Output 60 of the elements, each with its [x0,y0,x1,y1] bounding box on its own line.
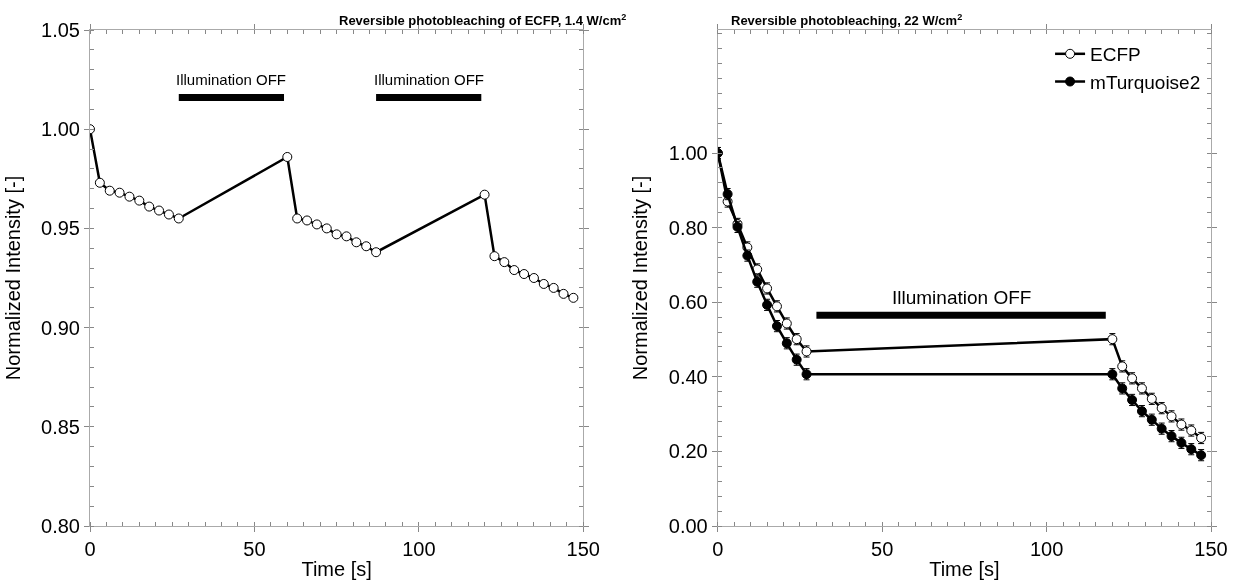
x-tick-label: 50 [871,538,894,560]
point [302,215,313,226]
point [499,257,510,268]
x-tick-label: 100 [402,538,436,560]
x-tick-label: 150 [566,538,600,560]
y-tick-label: 0.80 [41,515,80,537]
legend-label: ECFP [1090,44,1141,66]
point [371,247,382,258]
x-tick-label: 50 [243,538,266,560]
y-tick-label: 0.40 [668,365,708,388]
x-axis-title: Time [s] [301,557,372,580]
y-tick-label: 0.80 [668,216,708,239]
x-tick-label: 100 [1029,538,1064,560]
point [134,195,145,206]
annotation: Illumination OFF [892,287,1032,308]
point [163,209,174,220]
y-tick-label: 0.20 [668,440,708,463]
chart-title: Reversible photobleaching, 22 W/cm$^{2}$ [731,12,963,29]
point [144,201,155,212]
annotation: Illumination OFF [176,71,287,88]
point [331,229,342,240]
x-tick-label: 0 [712,538,724,560]
point [114,187,125,198]
point [509,265,520,276]
y-tick-label: 0.60 [668,291,708,314]
point [321,223,332,234]
point [519,269,530,280]
point [351,237,362,248]
point [311,219,322,230]
chart-title: Reversible photobleaching of ECFP, 1.4 W/cm$^{2}$ [339,12,627,29]
point [124,191,135,202]
point [538,278,549,289]
point [282,151,293,162]
legend-label: mTurquoise2 [1090,71,1201,93]
point [528,273,539,283]
y-axis-title: Normalized Intensity [-] [1,175,24,381]
y-axis-title: Normalized Intensity [-] [629,175,652,381]
point [548,282,559,293]
point [361,241,372,252]
point [104,185,115,196]
y-tick-label: 0.85 [41,415,80,438]
point [568,292,579,303]
point [558,288,569,299]
y-tick-label: 1.05 [41,19,80,41]
x-axis-title: Time [s] [929,557,1000,580]
point [479,189,490,200]
x-tick-label: 150 [1194,538,1228,560]
point [489,251,500,262]
y-tick-label: 0.00 [668,515,708,537]
y-tick-label: 0.90 [41,316,80,339]
x-tick-label: 0 [84,538,96,560]
point [341,231,352,242]
y-tick-label: 0.95 [41,217,80,240]
annotation: Illumination OFF [374,71,485,88]
y-tick-label: 1.00 [41,118,80,141]
point [94,177,105,188]
point [154,205,165,216]
point [292,213,303,224]
y-tick-label: 1.00 [668,142,708,165]
point [173,213,184,224]
